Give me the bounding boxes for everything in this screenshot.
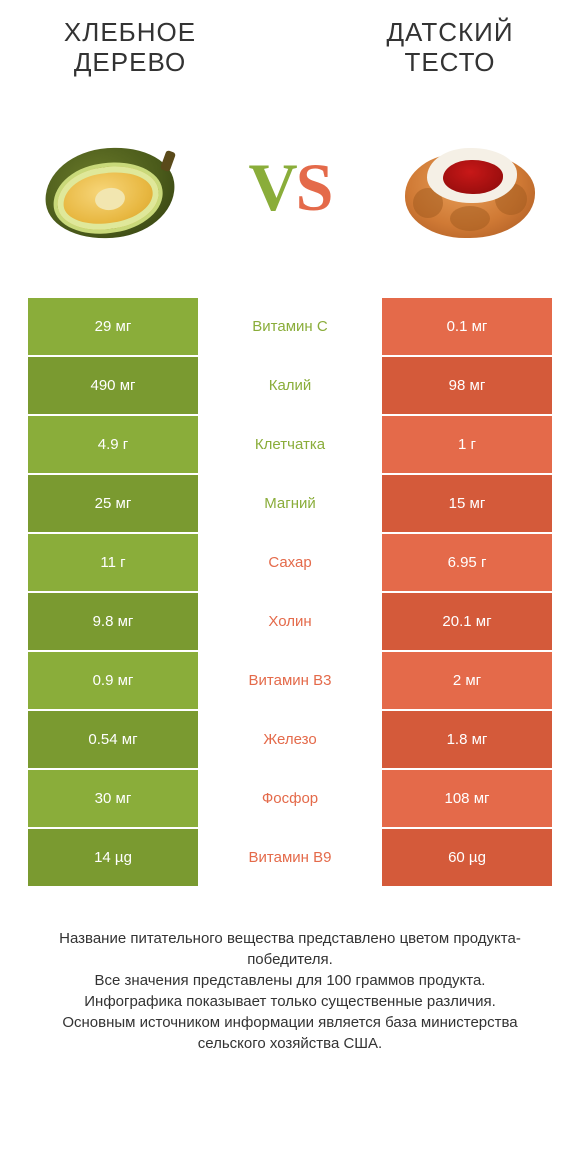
table-row: 29 мгВитамин C0.1 мг bbox=[28, 298, 552, 355]
left-value: 9.8 мг bbox=[28, 593, 198, 650]
nutrient-name: Фосфор bbox=[200, 770, 380, 827]
left-value: 14 µg bbox=[28, 829, 198, 886]
nutrient-name: Магний bbox=[200, 475, 380, 532]
jackfruit-icon bbox=[35, 133, 185, 243]
table-row: 0.54 мгЖелезо1.8 мг bbox=[28, 711, 552, 768]
header: ХЛЕБНОЕ ДЕРЕВО ДАТСКИЙ ТЕСТО bbox=[0, 0, 580, 78]
right-value: 0.1 мг bbox=[382, 298, 552, 355]
nutrient-name: Калий bbox=[200, 357, 380, 414]
table-row: 0.9 мгВитамин B32 мг bbox=[28, 652, 552, 709]
table-row: 14 µgВитамин B960 µg bbox=[28, 829, 552, 886]
table-row: 4.9 гКлетчатка1 г bbox=[28, 416, 552, 473]
left-value: 0.54 мг bbox=[28, 711, 198, 768]
table-row: 30 мгФосфор108 мг bbox=[28, 770, 552, 827]
left-value: 490 мг bbox=[28, 357, 198, 414]
footer-line: Название питательного вещества представл… bbox=[28, 928, 552, 970]
nutrient-name: Витамин B3 bbox=[200, 652, 380, 709]
table-row: 25 мгМагний15 мг bbox=[28, 475, 552, 532]
nutrient-name: Железо bbox=[200, 711, 380, 768]
right-value: 2 мг bbox=[382, 652, 552, 709]
table-row: 9.8 мгХолин20.1 мг bbox=[28, 593, 552, 650]
nutrient-name: Витамин C bbox=[200, 298, 380, 355]
right-value: 1.8 мг bbox=[382, 711, 552, 768]
footer-line: Основным источником информации является … bbox=[28, 1012, 552, 1054]
left-value: 25 мг bbox=[28, 475, 198, 532]
left-product-image bbox=[30, 123, 190, 253]
table-row: 11 гСахар6.95 г bbox=[28, 534, 552, 591]
right-value: 6.95 г bbox=[382, 534, 552, 591]
right-value: 98 мг bbox=[382, 357, 552, 414]
nutrient-name: Сахар bbox=[200, 534, 380, 591]
right-product-image bbox=[390, 123, 550, 253]
left-value: 0.9 мг bbox=[28, 652, 198, 709]
comparison-table: 29 мгВитамин C0.1 мг490 мгКалий98 мг4.9 … bbox=[0, 298, 580, 886]
left-value: 30 мг bbox=[28, 770, 198, 827]
footer-line: Инфографика показывает только существенн… bbox=[28, 991, 552, 1012]
hero-row: VS bbox=[0, 78, 580, 298]
vs-v: V bbox=[249, 149, 296, 225]
left-value: 11 г bbox=[28, 534, 198, 591]
footer-line: Все значения представлены для 100 граммо… bbox=[28, 970, 552, 991]
footer-notes: Название питательного вещества представл… bbox=[0, 888, 580, 1054]
left-product-title: ХЛЕБНОЕ ДЕРЕВО bbox=[30, 18, 230, 78]
nutrient-name: Холин bbox=[200, 593, 380, 650]
table-row: 490 мгКалий98 мг bbox=[28, 357, 552, 414]
right-value: 108 мг bbox=[382, 770, 552, 827]
vs-s: S bbox=[296, 149, 332, 225]
vs-label: VS bbox=[249, 148, 332, 227]
nutrient-name: Витамин B9 bbox=[200, 829, 380, 886]
right-value: 1 г bbox=[382, 416, 552, 473]
nutrient-name: Клетчатка bbox=[200, 416, 380, 473]
danish-pastry-icon bbox=[395, 128, 545, 248]
left-value: 4.9 г bbox=[28, 416, 198, 473]
right-value: 15 мг bbox=[382, 475, 552, 532]
left-value: 29 мг bbox=[28, 298, 198, 355]
right-product-title: ДАТСКИЙ ТЕСТО bbox=[350, 18, 550, 78]
right-value: 20.1 мг bbox=[382, 593, 552, 650]
right-value: 60 µg bbox=[382, 829, 552, 886]
